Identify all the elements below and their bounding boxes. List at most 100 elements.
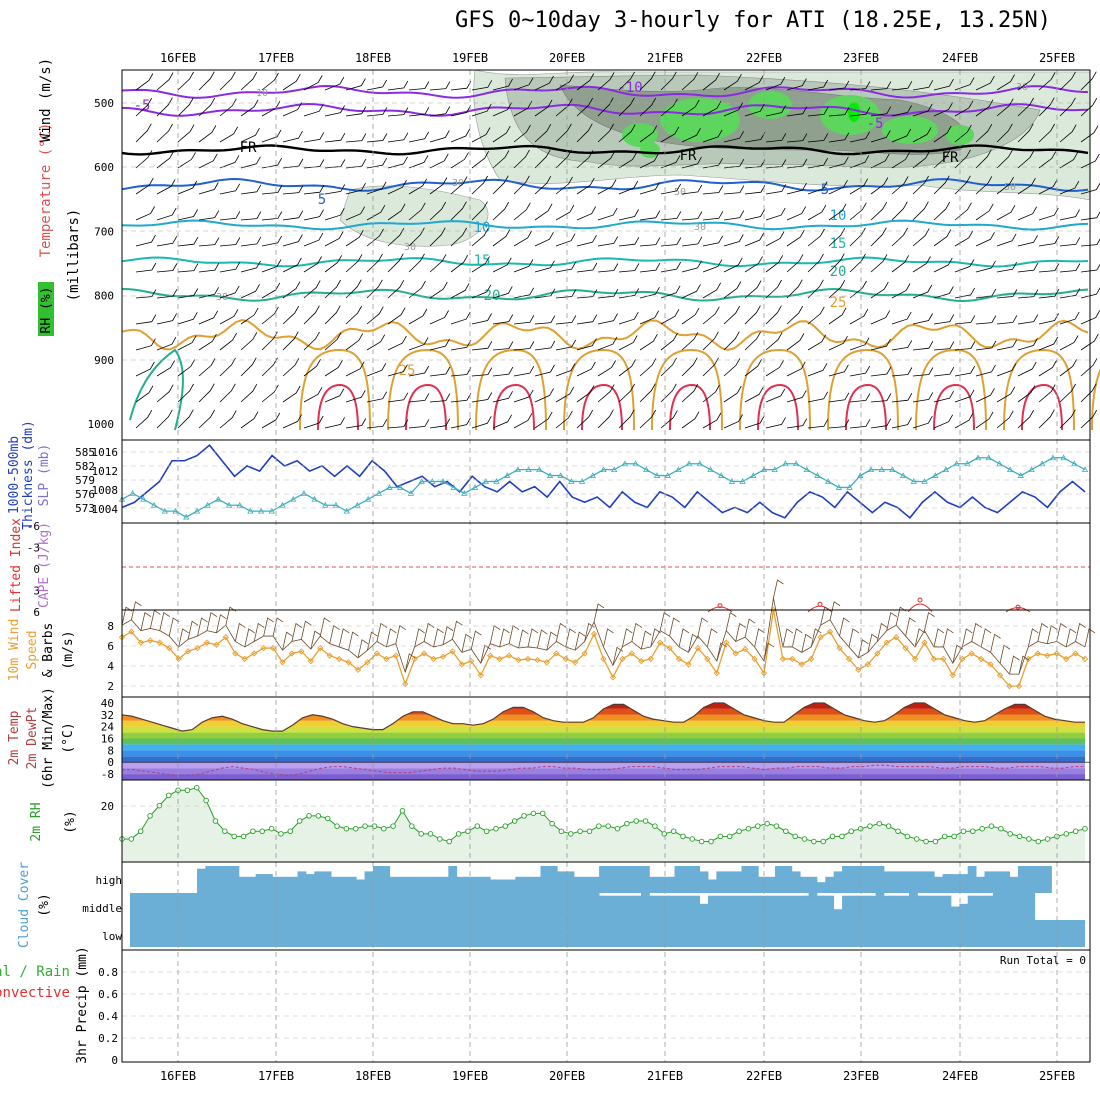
wind10-barb bbox=[678, 628, 690, 648]
wind10-point bbox=[581, 650, 588, 657]
cloud-high-bar bbox=[615, 866, 625, 893]
wind10-point bbox=[959, 655, 966, 663]
wind10-barb bbox=[216, 614, 227, 633]
wind-barb bbox=[177, 263, 199, 273]
wind-barb bbox=[1038, 97, 1055, 117]
wind-barb bbox=[891, 283, 911, 299]
rh2m-point bbox=[1016, 833, 1023, 840]
cloud-high-bar bbox=[934, 876, 943, 893]
wind-barb bbox=[198, 125, 217, 143]
rh2m-point bbox=[156, 802, 163, 809]
cloud-high-bar bbox=[909, 871, 918, 893]
wind10-point bbox=[156, 639, 163, 646]
cloud-middle-bar bbox=[825, 895, 835, 920]
wind-barb bbox=[639, 409, 657, 429]
wind-barb bbox=[156, 236, 178, 247]
rh2m-point bbox=[1007, 831, 1013, 837]
wind10-point bbox=[940, 655, 947, 663]
cloud-high-bar bbox=[858, 866, 868, 893]
wind10-barb bbox=[688, 633, 699, 653]
wind-barb bbox=[891, 105, 912, 117]
wind-barb bbox=[177, 335, 197, 351]
wind-barb bbox=[807, 228, 825, 247]
rh2m-point bbox=[605, 823, 611, 829]
wind10-barb bbox=[716, 642, 728, 662]
wind10-barb bbox=[773, 579, 784, 599]
cloud-middle-bar bbox=[138, 893, 148, 920]
wind-barb bbox=[471, 151, 490, 169]
wind10-point bbox=[373, 650, 381, 657]
wind-barb bbox=[576, 385, 595, 403]
wind-barb bbox=[555, 98, 573, 117]
wind-barb bbox=[891, 176, 909, 195]
rh2m-point bbox=[1082, 825, 1088, 832]
cloud-high-bar bbox=[498, 879, 508, 893]
wind10-point bbox=[232, 650, 239, 657]
wind-barb bbox=[156, 179, 176, 195]
cloud-middle-bar bbox=[213, 893, 223, 920]
wind-barb bbox=[618, 335, 638, 351]
wind-barb bbox=[429, 418, 451, 429]
wind-barb bbox=[576, 409, 594, 429]
wind-barb bbox=[891, 201, 908, 221]
precip-axis-label-b: Convective bbox=[0, 985, 70, 1001]
wind-barb bbox=[828, 336, 848, 351]
wind-barb bbox=[723, 158, 745, 169]
thickness-point bbox=[846, 484, 853, 490]
cloud-high-bar bbox=[959, 874, 969, 893]
isotherm-30 bbox=[739, 348, 811, 431]
wind10-point bbox=[930, 655, 938, 663]
wind10-point bbox=[222, 634, 229, 641]
cloud-middle-bar bbox=[255, 893, 265, 920]
cloud-middle-bar bbox=[666, 895, 675, 920]
cloud-high-bar bbox=[238, 876, 248, 893]
wind-barb bbox=[1080, 310, 1100, 325]
wind10-barb bbox=[414, 628, 425, 648]
wind-barb bbox=[618, 409, 635, 429]
wind10-point bbox=[118, 634, 126, 641]
wind-barb bbox=[429, 153, 449, 169]
wind-barb bbox=[660, 332, 678, 351]
cloud-high-bar bbox=[582, 876, 592, 893]
wind-barb bbox=[555, 204, 575, 221]
wind-barb bbox=[744, 359, 763, 377]
thickness-point bbox=[1060, 454, 1067, 461]
contour-label: 30 bbox=[694, 222, 706, 233]
wind10-barb bbox=[159, 611, 170, 631]
rh2m-point bbox=[577, 828, 583, 835]
wind10-point bbox=[817, 634, 824, 641]
wind-barb bbox=[492, 341, 514, 351]
thickness-point bbox=[803, 466, 810, 473]
cloud-high-bar bbox=[573, 876, 583, 893]
rh2m-point bbox=[820, 838, 826, 845]
wind10-barb bbox=[470, 630, 482, 650]
wind10-point bbox=[1044, 652, 1051, 659]
temp2m-tick: 40 bbox=[101, 697, 114, 710]
pressure-tick: 800 bbox=[94, 290, 114, 303]
cloud-middle-bar bbox=[238, 893, 248, 920]
wind-barb bbox=[471, 256, 490, 273]
wind10-point bbox=[836, 644, 843, 652]
isotherm-35 bbox=[581, 383, 623, 431]
thickness-point bbox=[536, 466, 543, 473]
wind-barb bbox=[597, 123, 614, 143]
cloud-middle-bar bbox=[314, 893, 324, 920]
wind-barb bbox=[618, 180, 639, 195]
wind-barb bbox=[870, 106, 892, 117]
wind10-point bbox=[1034, 650, 1041, 657]
rh2m-point bbox=[455, 831, 462, 837]
wind-barb bbox=[240, 411, 259, 429]
cloud-high-bar bbox=[666, 876, 675, 893]
date-label-top: 18FEB bbox=[355, 51, 391, 65]
wind-barb bbox=[324, 231, 344, 247]
wind-barb bbox=[555, 410, 573, 429]
wind-barb bbox=[828, 180, 848, 195]
wind10-point bbox=[553, 650, 560, 657]
cloud-high-bar bbox=[816, 882, 826, 893]
wind-barb bbox=[198, 97, 216, 117]
wind10-barb bbox=[140, 611, 152, 631]
wind-barb bbox=[954, 202, 972, 221]
wind-barb bbox=[429, 81, 451, 91]
thickness-point bbox=[771, 466, 778, 473]
temp2m-axis-label-a: 2m Temp bbox=[7, 710, 22, 765]
